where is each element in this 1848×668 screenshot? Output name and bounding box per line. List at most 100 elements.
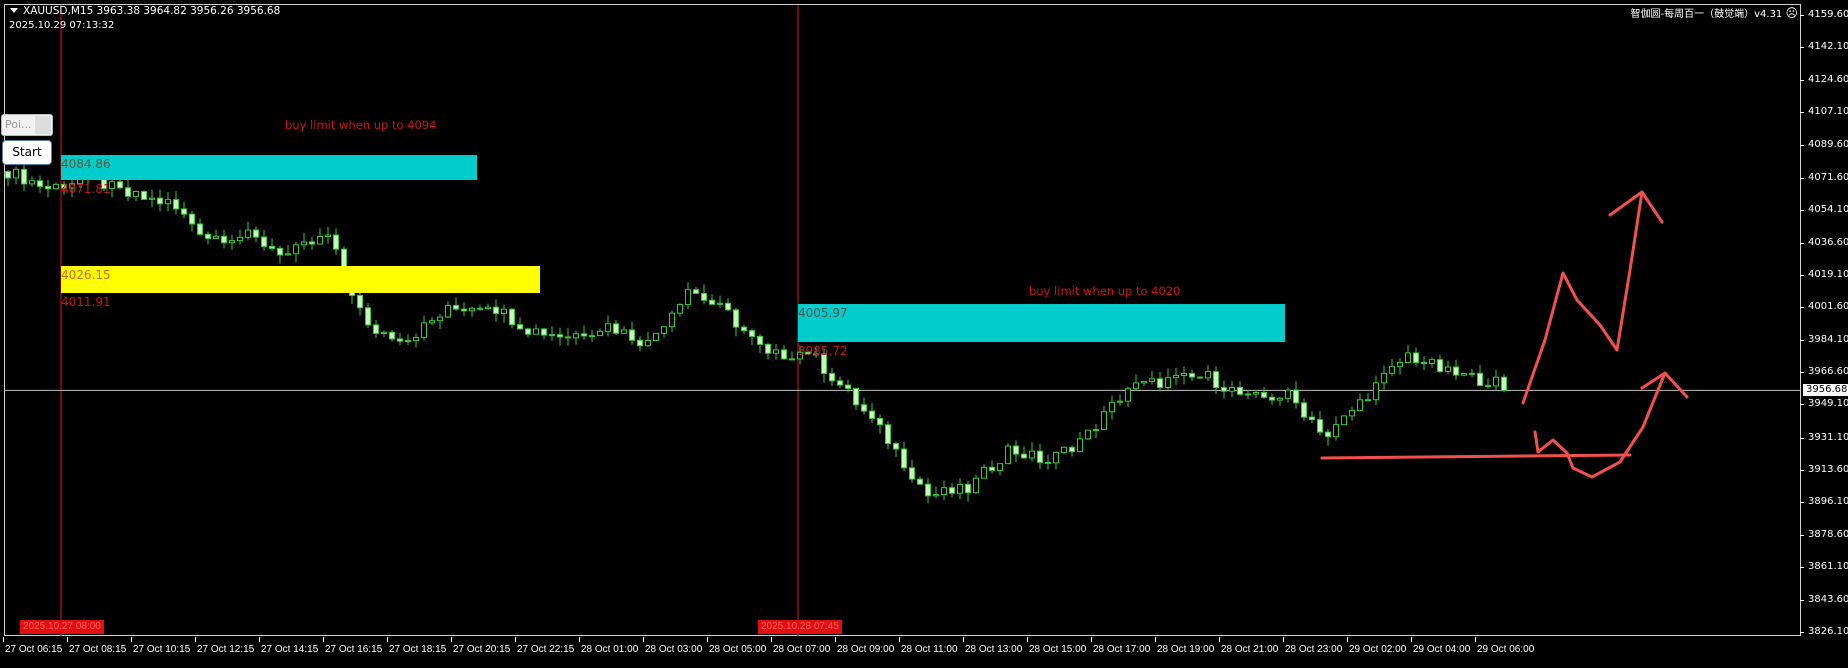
price-tick-label: 4019.10 bbox=[1799, 269, 1848, 281]
candle-body bbox=[301, 241, 307, 246]
candle-body bbox=[861, 404, 867, 412]
time-tick-label: 28 Oct 11:00 bbox=[899, 637, 958, 655]
buy-zone-1[interactable] bbox=[61, 155, 477, 180]
time-tick-label: 27 Oct 12:15 bbox=[194, 637, 255, 655]
candle-body bbox=[197, 223, 203, 235]
drawn-curve-arrow bbox=[1533, 371, 1667, 479]
time-tick-label: 28 Oct 15:00 bbox=[1026, 637, 1087, 655]
start-button[interactable]: Start bbox=[2, 140, 52, 165]
zone3-top-label: 4005.97 bbox=[798, 306, 848, 320]
time-tick-label: 27 Oct 08:15 bbox=[66, 637, 127, 655]
candle-body bbox=[589, 335, 595, 338]
drawn-zigzag-arrow bbox=[1521, 190, 1644, 405]
zone3-bottom-label: 3985.72 bbox=[798, 344, 848, 358]
chart-frame[interactable] bbox=[4, 4, 1801, 636]
candle-body bbox=[997, 463, 1003, 471]
price-tick-text: 3966.60 bbox=[1808, 366, 1848, 378]
candle-body bbox=[885, 424, 891, 445]
candle-body bbox=[429, 320, 435, 324]
candle-body bbox=[685, 289, 691, 305]
candle-body bbox=[141, 191, 147, 200]
candle-body bbox=[1349, 409, 1355, 417]
candle-body bbox=[61, 183, 67, 189]
price-tick-label: 4054.10 bbox=[1799, 204, 1848, 216]
candle-body bbox=[221, 235, 227, 244]
candle-body bbox=[1437, 359, 1443, 372]
candle-body bbox=[1405, 352, 1411, 363]
price-tick-text: 3896.10 bbox=[1808, 496, 1848, 508]
candle-body bbox=[317, 235, 323, 245]
price-tick-text: 3931.10 bbox=[1808, 431, 1848, 443]
drawn-arrowhead-2 bbox=[1640, 371, 1689, 399]
price-tick-text: 4036.60 bbox=[1808, 236, 1848, 248]
candle-body bbox=[693, 289, 699, 294]
candle-body bbox=[485, 306, 491, 310]
candle-body bbox=[181, 208, 187, 215]
dropdown-triangle-icon[interactable] bbox=[10, 8, 18, 13]
candle-body bbox=[797, 351, 803, 360]
zone1-top-label: 4084.86 bbox=[61, 157, 111, 171]
candle-body bbox=[13, 168, 19, 179]
price-tick-label: 3878.60 bbox=[1799, 529, 1848, 541]
price-tick-label: 3966.60 bbox=[1799, 366, 1848, 378]
candle-body bbox=[253, 229, 259, 238]
candle-body bbox=[517, 324, 523, 330]
candle-body bbox=[413, 336, 419, 342]
candle-body bbox=[765, 343, 771, 354]
time-tick-label: 27 Oct 16:15 bbox=[322, 637, 383, 655]
price-tick-text: 4054.10 bbox=[1808, 204, 1848, 216]
candle-body bbox=[397, 338, 403, 342]
candle-body bbox=[565, 336, 571, 339]
candle-body bbox=[789, 358, 795, 361]
candle-body bbox=[1221, 387, 1227, 392]
price-tick-label: 3949.10 bbox=[1799, 398, 1848, 410]
candle-body bbox=[917, 478, 923, 485]
candle-body bbox=[525, 328, 531, 335]
drawn-support-line bbox=[1320, 453, 1632, 460]
price-tick-text: 3826.10 bbox=[1808, 626, 1848, 637]
candle-body bbox=[549, 334, 555, 337]
candle-body bbox=[893, 443, 899, 450]
candle-body bbox=[1213, 371, 1219, 389]
candle-body bbox=[213, 235, 219, 239]
indicator-label: 智伽圆-每周百一（鼓觉端）v4.31 ☹ bbox=[1631, 7, 1799, 21]
candle-body bbox=[1157, 378, 1163, 388]
time-tick-label: 28 Oct 17:00 bbox=[1090, 637, 1151, 655]
candle-body bbox=[661, 326, 667, 334]
candle-body bbox=[285, 253, 291, 256]
candle-body bbox=[1469, 372, 1475, 375]
price-tick-text: 4124.60 bbox=[1808, 73, 1848, 85]
candle-body bbox=[629, 329, 635, 341]
candle-body bbox=[581, 333, 587, 337]
candle-body bbox=[157, 197, 163, 205]
candle-body bbox=[1029, 450, 1035, 459]
candle-body bbox=[493, 306, 499, 314]
candle-body bbox=[1277, 397, 1283, 401]
candle-body bbox=[1373, 382, 1379, 401]
candle-body bbox=[437, 316, 443, 322]
candle-body bbox=[421, 322, 427, 338]
candle-body bbox=[541, 328, 547, 336]
candle-body bbox=[1429, 359, 1435, 365]
candle-body bbox=[653, 332, 659, 342]
candle-body bbox=[1013, 445, 1019, 455]
candle-body bbox=[741, 326, 747, 332]
candle-body bbox=[1421, 362, 1427, 365]
point-input[interactable]: Poi... bbox=[1, 114, 53, 136]
price-tick-text: 3984.10 bbox=[1808, 333, 1848, 345]
time-tick-label: 27 Oct 20:15 bbox=[450, 637, 511, 655]
candle-body bbox=[461, 308, 467, 312]
time-tick-label: 27 Oct 10:15 bbox=[130, 637, 191, 655]
candle-body bbox=[733, 309, 739, 328]
candle-body bbox=[357, 294, 363, 309]
candle-body bbox=[829, 372, 835, 382]
buy-zone-3[interactable] bbox=[798, 304, 1285, 342]
candle-body bbox=[957, 483, 963, 494]
candle-body bbox=[445, 304, 451, 318]
point-input-spinner[interactable] bbox=[35, 116, 51, 134]
candle-body bbox=[1381, 372, 1387, 384]
candle-body bbox=[877, 417, 883, 426]
buy-zone-2[interactable] bbox=[61, 266, 540, 293]
candle-body bbox=[1453, 366, 1459, 376]
candle-body bbox=[1269, 396, 1275, 401]
